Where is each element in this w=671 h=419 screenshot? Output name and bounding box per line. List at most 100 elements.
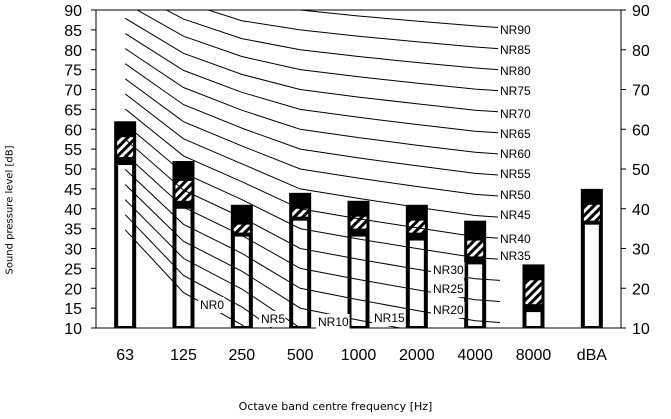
curve-label-NR80: NR80 — [500, 64, 531, 78]
bar-hatch-2000 — [408, 220, 425, 233]
nr-curve-NR75 — [136, 10, 501, 92]
y-tick-right: 50 — [632, 162, 650, 179]
nr-curve-NR70 — [124, 17, 501, 113]
nr-curve-NR45 — [124, 93, 501, 218]
curve-label-bg-NR55 — [498, 166, 532, 182]
y-tick-left: 55 — [64, 142, 82, 159]
curve-label-NR65: NR65 — [500, 127, 531, 141]
curve-label-bg-NR40 — [498, 231, 532, 247]
nr-curve-NR50 — [124, 78, 501, 197]
curve-label-bg-NR25 — [431, 281, 465, 297]
nr-curve-NR5 — [124, 214, 273, 328]
bar-white-500 — [293, 220, 308, 326]
nr-curve-NR40 — [124, 108, 501, 239]
y-tick-left: 35 — [64, 222, 82, 239]
curve-label-bg-NR75 — [498, 83, 532, 99]
nr-curve-NR65 — [124, 33, 501, 134]
bars-layer — [114, 121, 603, 328]
curve-label-NR35: NR35 — [500, 249, 531, 263]
y-tick-left: 10 — [64, 321, 82, 338]
curve-label-bg-NR85 — [498, 42, 532, 58]
x-tick-63: 63 — [116, 347, 134, 364]
y-tick-left: 60 — [64, 122, 82, 139]
y-tick-left: 65 — [64, 102, 82, 119]
y-tick-left: 80 — [64, 43, 82, 60]
curve-label-NR30: NR30 — [433, 263, 464, 277]
y-axis-label: Sound pressure level [dB] — [4, 145, 16, 275]
curve-label-NR85: NR85 — [500, 43, 531, 57]
curve-label-bg-NR15 — [372, 310, 406, 326]
y-tick-left: 75 — [64, 63, 82, 80]
x-tick-500: 500 — [287, 347, 314, 364]
curve-label-NR55: NR55 — [500, 167, 531, 181]
curve-label-bg-NR90 — [498, 22, 532, 38]
bar-white-8000 — [526, 312, 541, 326]
x-tick-2000: 2000 — [399, 347, 435, 364]
bar-hatch-8000 — [525, 280, 542, 305]
curve-label-NR50: NR50 — [500, 188, 531, 202]
nr-curve-NR60 — [124, 48, 501, 155]
y-tick-left: 25 — [64, 261, 82, 278]
nr-curve-NR85 — [206, 10, 501, 50]
curve-label-NR15: NR15 — [374, 311, 405, 325]
curve-label-NR10: NR10 — [318, 315, 349, 329]
nr-curve-NR35 — [124, 123, 501, 260]
curve-label-NR70: NR70 — [500, 107, 531, 121]
curve-label-bg-NR20 — [431, 302, 465, 318]
y-tick-right: 20 — [632, 281, 650, 298]
y-tick-left: 20 — [64, 281, 82, 298]
axes-layer: 10 15 20 25 30 35 40 45 50 55 60 65 70 75 80 85 90 10 20 30… — [64, 3, 650, 364]
bar-hatch-250 — [233, 224, 250, 233]
curve-label-NR90: NR90 — [500, 23, 531, 37]
curve-label-bg-NR30 — [431, 262, 465, 278]
nr-curve-NR55 — [124, 63, 501, 176]
x-tick-dBA: dBA — [577, 347, 608, 364]
curve-label-NR5: NR5 — [261, 312, 285, 326]
curve-label-bg-NR35 — [498, 248, 532, 264]
bar-hatch-500 — [292, 208, 309, 217]
curve-label-NR40: NR40 — [500, 232, 531, 246]
bar-white-250 — [234, 236, 249, 326]
curve-label-NR60: NR60 — [500, 147, 531, 161]
curve-label-bg-NR0 — [198, 297, 225, 313]
curve-label-bg-NR70 — [498, 106, 532, 122]
bar-hatch-4000 — [467, 240, 484, 257]
y-tick-left: 50 — [64, 162, 82, 179]
curve-label-NR45: NR45 — [500, 208, 531, 222]
y-tick-right: 90 — [632, 3, 650, 20]
bar-hatch-1000 — [350, 216, 367, 229]
curve-label-bg-NR50 — [498, 187, 532, 203]
x-tick-250: 250 — [228, 347, 255, 364]
y-tick-left: 15 — [64, 301, 82, 318]
curve-label-NR75: NR75 — [500, 84, 531, 98]
curve-labels-layer: NR90 NR85 NR80 NR75 NR70 NR65 NR60 NR55 NR50 NR45… — [198, 22, 532, 330]
nr-curves-layer — [124, 10, 501, 328]
nr-curve-NR25 — [124, 153, 501, 302]
x-tick-4000: 4000 — [457, 347, 493, 364]
y-tick-right: 30 — [632, 242, 650, 259]
nr-curve-NR90 — [296, 10, 501, 29]
curve-label-bg-NR65 — [498, 126, 532, 142]
y-tick-right: 60 — [632, 122, 650, 139]
y-tick-left: 70 — [64, 83, 82, 100]
x-tick-125: 125 — [170, 347, 197, 364]
curve-label-NR25: NR25 — [433, 282, 464, 296]
nr-curve-NR0 — [124, 229, 247, 328]
y-tick-left: 30 — [64, 242, 82, 259]
bar-white-63 — [118, 165, 133, 326]
bar-hatch-125 — [175, 180, 192, 201]
x-axis-label: Octave band centre frequency [Hz] — [238, 400, 433, 413]
curve-label-bg-NR45 — [498, 207, 532, 223]
y-tick-left: 40 — [64, 202, 82, 219]
y-tick-right: 80 — [632, 43, 650, 60]
bar-white-1000 — [351, 236, 366, 326]
nr-curve-NR20 — [124, 169, 501, 323]
curve-label-bg-NR60 — [498, 146, 532, 162]
curve-label-NR20: NR20 — [433, 303, 464, 317]
y-tick-left: 90 — [64, 3, 82, 20]
nr-curve-NR80 — [165, 10, 501, 71]
nr-curve-NR10 — [124, 199, 303, 328]
bar-hatch-63 — [117, 137, 134, 158]
curve-label-bg-NR10 — [316, 314, 350, 330]
curve-label-bg-NR5 — [259, 311, 286, 327]
